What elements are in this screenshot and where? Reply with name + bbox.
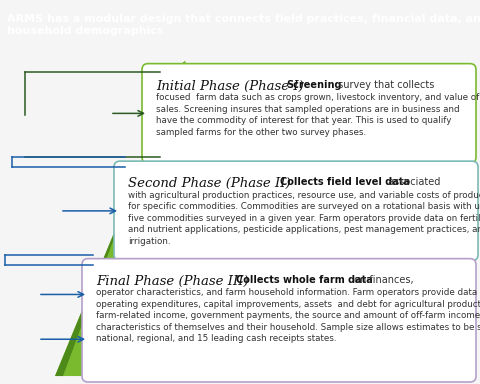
Text: focused  farm data such as crops grown, livestock inventory, and value of
sales.: focused farm data such as crops grown, l… [156, 93, 479, 137]
Text: Initial Phase (Phase I): Initial Phase (Phase I) [156, 79, 304, 93]
Text: Second Phase (Phase II): Second Phase (Phase II) [128, 177, 290, 190]
Text: Final Phase (Phase III): Final Phase (Phase III) [96, 275, 249, 288]
FancyBboxPatch shape [142, 64, 476, 163]
Text: Collects field level data: Collects field level data [280, 177, 410, 187]
Text: operator characteristics, and farm household information. Farm operators provide: operator characteristics, and farm house… [96, 288, 480, 343]
Text: with agricultural production practices, resource use, and variable costs of prod: with agricultural production practices, … [128, 191, 480, 246]
Text: on finances,: on finances, [351, 275, 414, 285]
Polygon shape [55, 61, 185, 376]
FancyBboxPatch shape [82, 259, 476, 382]
Text: associated: associated [385, 177, 440, 187]
Text: survey that collects: survey that collects [335, 79, 434, 89]
Polygon shape [55, 61, 310, 376]
Text: Screening: Screening [286, 79, 341, 89]
Text: Collects whole farm data: Collects whole farm data [236, 275, 373, 285]
Text: ARMS has a modular design that connects field practices, financial data, and
hou: ARMS has a modular design that connects … [7, 14, 480, 36]
FancyBboxPatch shape [114, 161, 478, 261]
